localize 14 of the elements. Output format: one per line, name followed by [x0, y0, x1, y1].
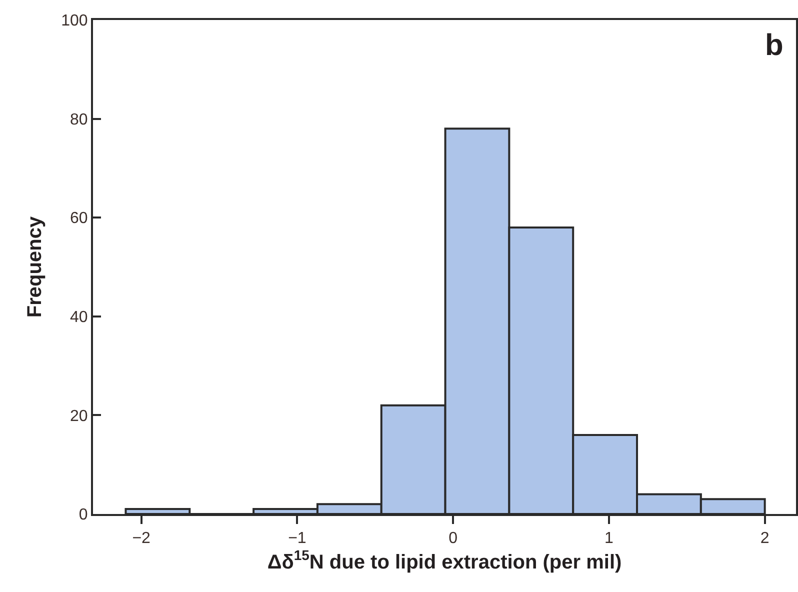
y-axis-title: Frequency [24, 216, 46, 318]
x-axis-title: Δδ$^{15}$N due to lipid extraction (per mil) [267, 547, 622, 574]
y-tick-label: 100 [61, 12, 88, 30]
y-tick-label: 60 [70, 210, 88, 228]
x-tick-label: 0 [448, 530, 458, 548]
y-tick-label: 40 [70, 309, 88, 326]
x-tick-label: −2 [132, 530, 151, 548]
x-tick-label: 2 [760, 530, 770, 548]
annotation: b [765, 29, 784, 62]
y-tick-label: 0 [78, 506, 88, 524]
y-tick-label: 80 [70, 111, 88, 128]
x-tick-label: −1 [288, 530, 306, 548]
x-tick-label: 1 [604, 530, 614, 548]
y-tick-label: 20 [70, 408, 88, 425]
